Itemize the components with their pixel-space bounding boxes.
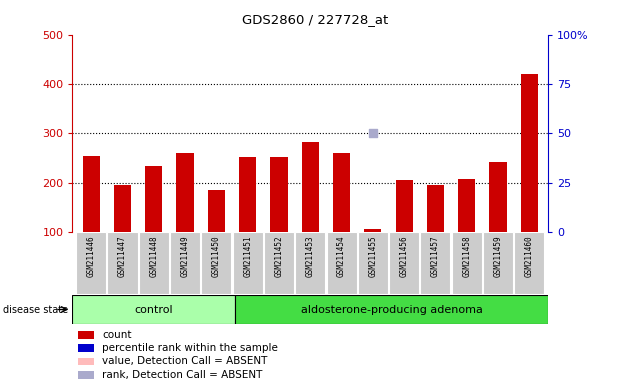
Bar [78,358,94,366]
Text: count: count [102,330,132,340]
Text: GSM211453: GSM211453 [306,235,315,277]
FancyBboxPatch shape [139,232,169,294]
FancyBboxPatch shape [232,232,263,294]
Text: percentile rank within the sample: percentile rank within the sample [102,343,278,353]
Text: GSM211446: GSM211446 [87,235,96,277]
Text: aldosterone-producing adenoma: aldosterone-producing adenoma [301,305,483,314]
Bar [239,157,256,232]
Text: disease state: disease state [3,305,68,314]
FancyBboxPatch shape [514,232,544,294]
FancyBboxPatch shape [483,232,513,294]
Text: GSM211456: GSM211456 [399,235,409,277]
Text: GSM211455: GSM211455 [369,235,377,277]
Bar [427,185,444,232]
FancyBboxPatch shape [420,232,450,294]
Bar [490,162,507,232]
Point [368,131,378,137]
Bar [458,179,476,232]
Bar [333,153,350,232]
Text: rank, Detection Call = ABSENT: rank, Detection Call = ABSENT [102,370,263,380]
Bar [78,344,94,352]
Bar [114,185,131,232]
Text: GSM211458: GSM211458 [462,235,471,277]
Text: control: control [134,305,173,314]
Text: GSM211451: GSM211451 [243,235,252,277]
FancyBboxPatch shape [358,232,388,294]
Text: GSM211459: GSM211459 [493,235,503,277]
Bar [83,156,100,232]
Bar [521,74,538,232]
Text: GSM211457: GSM211457 [431,235,440,277]
Bar [302,142,319,232]
Bar [208,190,225,232]
Text: value, Detection Call = ABSENT: value, Detection Call = ABSENT [102,356,268,366]
Text: GSM211447: GSM211447 [118,235,127,277]
FancyBboxPatch shape [264,232,294,294]
Bar [396,180,413,232]
Text: GSM211460: GSM211460 [525,235,534,277]
Bar [78,371,94,379]
FancyBboxPatch shape [326,232,357,294]
FancyBboxPatch shape [76,232,106,294]
FancyBboxPatch shape [295,232,325,294]
FancyBboxPatch shape [452,232,482,294]
Text: GSM211454: GSM211454 [337,235,346,277]
FancyBboxPatch shape [235,295,548,324]
FancyBboxPatch shape [72,295,235,324]
Bar [364,229,382,232]
FancyBboxPatch shape [202,232,231,294]
Text: GSM211448: GSM211448 [149,235,158,277]
Text: GSM211450: GSM211450 [212,235,221,277]
Text: GDS2860 / 227728_at: GDS2860 / 227728_at [242,13,388,26]
Bar [176,153,193,232]
Text: GSM211452: GSM211452 [275,235,284,277]
FancyBboxPatch shape [389,232,419,294]
Bar [270,157,287,232]
FancyBboxPatch shape [170,232,200,294]
Text: GSM211449: GSM211449 [181,235,190,277]
FancyBboxPatch shape [108,232,137,294]
Bar [145,166,163,232]
Bar [78,331,94,339]
